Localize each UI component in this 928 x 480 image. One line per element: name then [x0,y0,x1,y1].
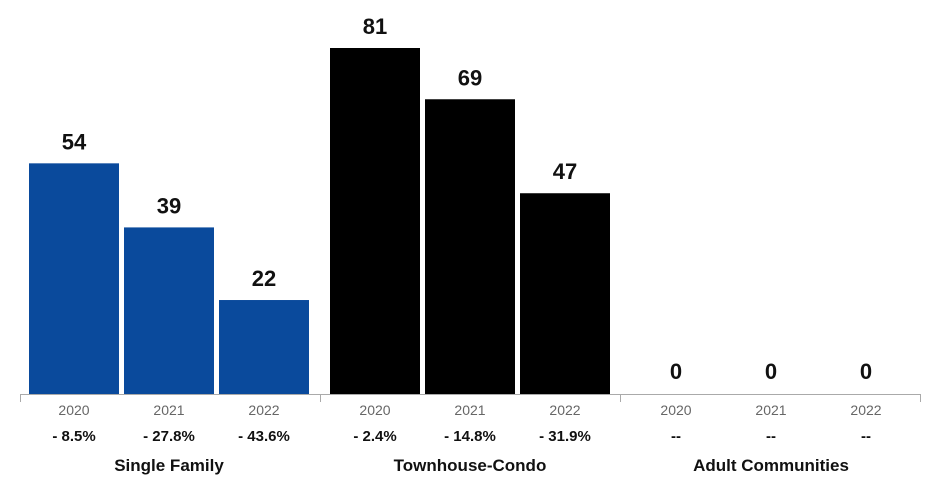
bar [425,99,515,394]
value-label: 47 [553,159,577,184]
bars-layer [29,48,610,394]
change-label: - 8.5% [52,428,95,445]
year-tick-label: 2020 [660,402,691,418]
change-label: - 14.8% [444,428,496,445]
bar [330,48,420,394]
bar [124,227,214,394]
value-label: 22 [252,266,276,291]
change-label: -- [671,428,681,445]
value-label: 0 [670,359,682,384]
labels-layer: 54 2020 - 8.5% 39 2021 - 27.8% 22 2022 - 43.6% Si… [52,14,881,475]
group-label: Townhouse-Condo [394,456,547,475]
year-tick-label: 2021 [454,402,485,418]
value-label: 54 [62,129,87,154]
year-tick-label: 2022 [549,402,580,418]
value-label: 0 [765,359,777,384]
year-tick-label: 2022 [248,402,279,418]
year-tick-label: 2022 [850,402,881,418]
change-label: -- [766,428,776,445]
group-label: Single Family [114,456,224,475]
value-label: 69 [458,65,482,90]
year-tick-label: 2020 [359,402,390,418]
value-label: 0 [860,359,872,384]
change-label: - 27.8% [143,428,195,445]
year-tick-label: 2021 [153,402,184,418]
change-label: - 43.6% [238,428,290,445]
group-label: Adult Communities [693,456,849,475]
year-tick-label: 2021 [755,402,786,418]
year-tick-label: 2020 [58,402,89,418]
change-label: -- [861,428,871,445]
value-label: 39 [157,193,181,218]
bar [29,163,119,394]
value-label: 81 [363,14,387,39]
change-label: - 31.9% [539,428,591,445]
bar [219,300,309,394]
bar [520,193,610,394]
axis-layer [20,394,921,402]
change-label: - 2.4% [353,428,396,445]
